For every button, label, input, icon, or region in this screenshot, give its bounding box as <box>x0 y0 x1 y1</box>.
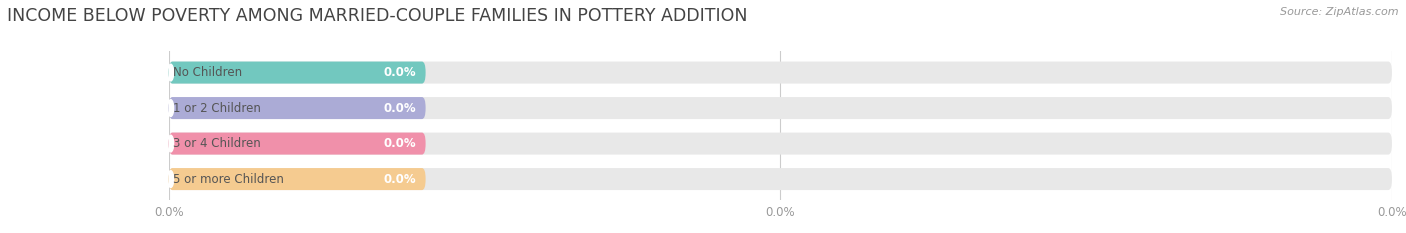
FancyBboxPatch shape <box>169 133 1392 154</box>
Text: No Children: No Children <box>173 66 242 79</box>
Circle shape <box>167 100 173 116</box>
Circle shape <box>167 64 173 81</box>
Circle shape <box>167 135 173 152</box>
Text: 0.0%: 0.0% <box>384 137 416 150</box>
FancyBboxPatch shape <box>169 97 1392 119</box>
FancyBboxPatch shape <box>169 168 426 190</box>
FancyBboxPatch shape <box>169 133 426 154</box>
Text: 5 or more Children: 5 or more Children <box>173 173 284 185</box>
Text: 0.0%: 0.0% <box>384 173 416 185</box>
Text: 3 or 4 Children: 3 or 4 Children <box>173 137 262 150</box>
Text: INCOME BELOW POVERTY AMONG MARRIED-COUPLE FAMILIES IN POTTERY ADDITION: INCOME BELOW POVERTY AMONG MARRIED-COUPL… <box>7 7 748 25</box>
FancyBboxPatch shape <box>169 62 426 84</box>
Text: 0.0%: 0.0% <box>384 66 416 79</box>
Text: 1 or 2 Children: 1 or 2 Children <box>173 102 262 115</box>
Circle shape <box>167 171 173 187</box>
FancyBboxPatch shape <box>169 168 1392 190</box>
Text: 0.0%: 0.0% <box>384 102 416 115</box>
FancyBboxPatch shape <box>169 62 1392 84</box>
Text: Source: ZipAtlas.com: Source: ZipAtlas.com <box>1281 7 1399 17</box>
FancyBboxPatch shape <box>169 97 426 119</box>
